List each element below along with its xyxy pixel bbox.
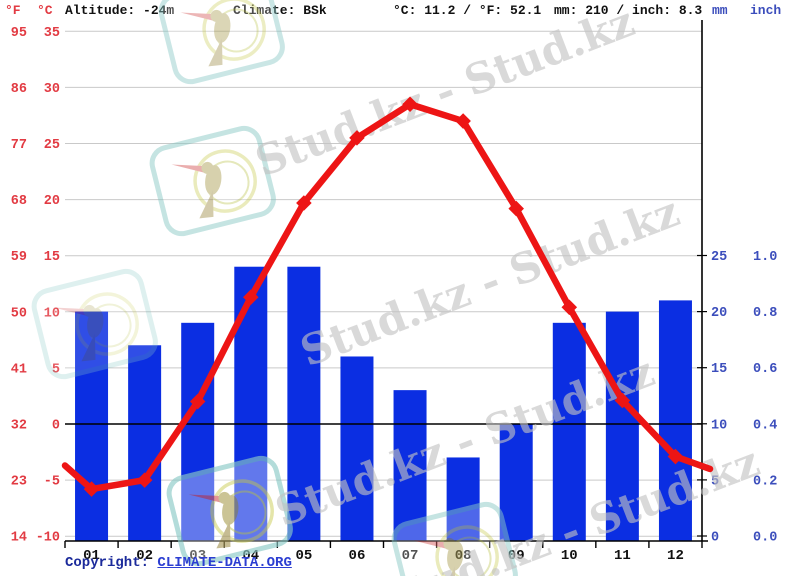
inch-tick-label: 0.8 [753, 306, 777, 321]
climate-data-link[interactable]: CLIMATE-DATA.ORG [157, 555, 292, 571]
fahrenheit-tick-label: 86 [11, 82, 27, 97]
fahrenheit-axis-title: °F [5, 3, 21, 18]
copyright-label: Copyright: [65, 555, 158, 571]
precip-bar [499, 423, 533, 541]
month-label: 11 [614, 548, 631, 564]
month-label: 01 [83, 548, 100, 564]
celsius-tick-label: 0 [52, 419, 60, 434]
inch-tick-label: 0.6 [753, 362, 777, 377]
fahrenheit-tick-label: 23 [11, 475, 27, 490]
mm-tick-label: 25 [711, 250, 727, 265]
precip-bar [287, 266, 321, 541]
celsius-tick-label: 15 [44, 250, 60, 265]
celsius-axis-title: °C [37, 3, 53, 18]
month-label: 10 [561, 548, 578, 564]
fahrenheit-tick-label: 14 [11, 531, 27, 546]
precip-bar [340, 356, 374, 541]
hummingbird-logo [158, 0, 286, 85]
mm-tick-label: 5 [711, 474, 719, 489]
fahrenheit-tick-label: 77 [11, 138, 27, 153]
mm-tick-label: 15 [711, 362, 727, 377]
month-label: 12 [667, 548, 684, 564]
celsius-tick-label: -10 [36, 531, 60, 546]
copyright-line: Copyright: CLIMATE-DATA.ORG [65, 555, 292, 571]
inch-tick-label: 0.0 [753, 531, 777, 546]
temperature-line [61, 100, 714, 493]
fahrenheit-tick-label: 41 [11, 362, 27, 377]
precip-bar [658, 300, 692, 541]
inch-tick-label: 0.4 [753, 418, 777, 433]
fahrenheit-tick-label: 95 [11, 26, 27, 41]
month-label: 02 [136, 548, 153, 564]
celsius-tick-label: -5 [44, 475, 60, 490]
mm-tick-label: 20 [711, 306, 727, 321]
mm-axis-title: mm [712, 3, 728, 18]
fahrenheit-tick-label: 32 [11, 419, 27, 434]
fahrenheit-tick-label: 50 [11, 306, 27, 321]
precip-bar [605, 311, 639, 541]
watermark-text: Stud.kz - Stud.kz [249, 0, 641, 186]
precip-bar [128, 345, 162, 541]
celsius-tick-label: 35 [44, 26, 60, 41]
avg-temperature-label: °C: 11.2 / °F: 52.1 [393, 3, 542, 18]
month-label: 06 [349, 548, 366, 564]
precip-bar [552, 322, 586, 541]
precip-bar [393, 390, 427, 541]
celsius-tick-label: 30 [44, 82, 60, 97]
celsius-tick-label: 20 [44, 194, 60, 209]
month-label: 05 [295, 548, 312, 564]
inch-axis-title: inch [750, 3, 782, 18]
celsius-tick-label: 25 [44, 138, 60, 153]
fahrenheit-tick-label: 59 [11, 250, 27, 265]
inch-tick-label: 1.0 [753, 250, 777, 265]
total-precip-label: mm: 210 / inch: 8.3 [554, 3, 703, 18]
mm-tick-label: 0 [711, 531, 719, 546]
fahrenheit-tick-label: 68 [11, 194, 27, 209]
mm-tick-label: 10 [711, 418, 727, 433]
inch-tick-label: 0.2 [753, 474, 777, 489]
